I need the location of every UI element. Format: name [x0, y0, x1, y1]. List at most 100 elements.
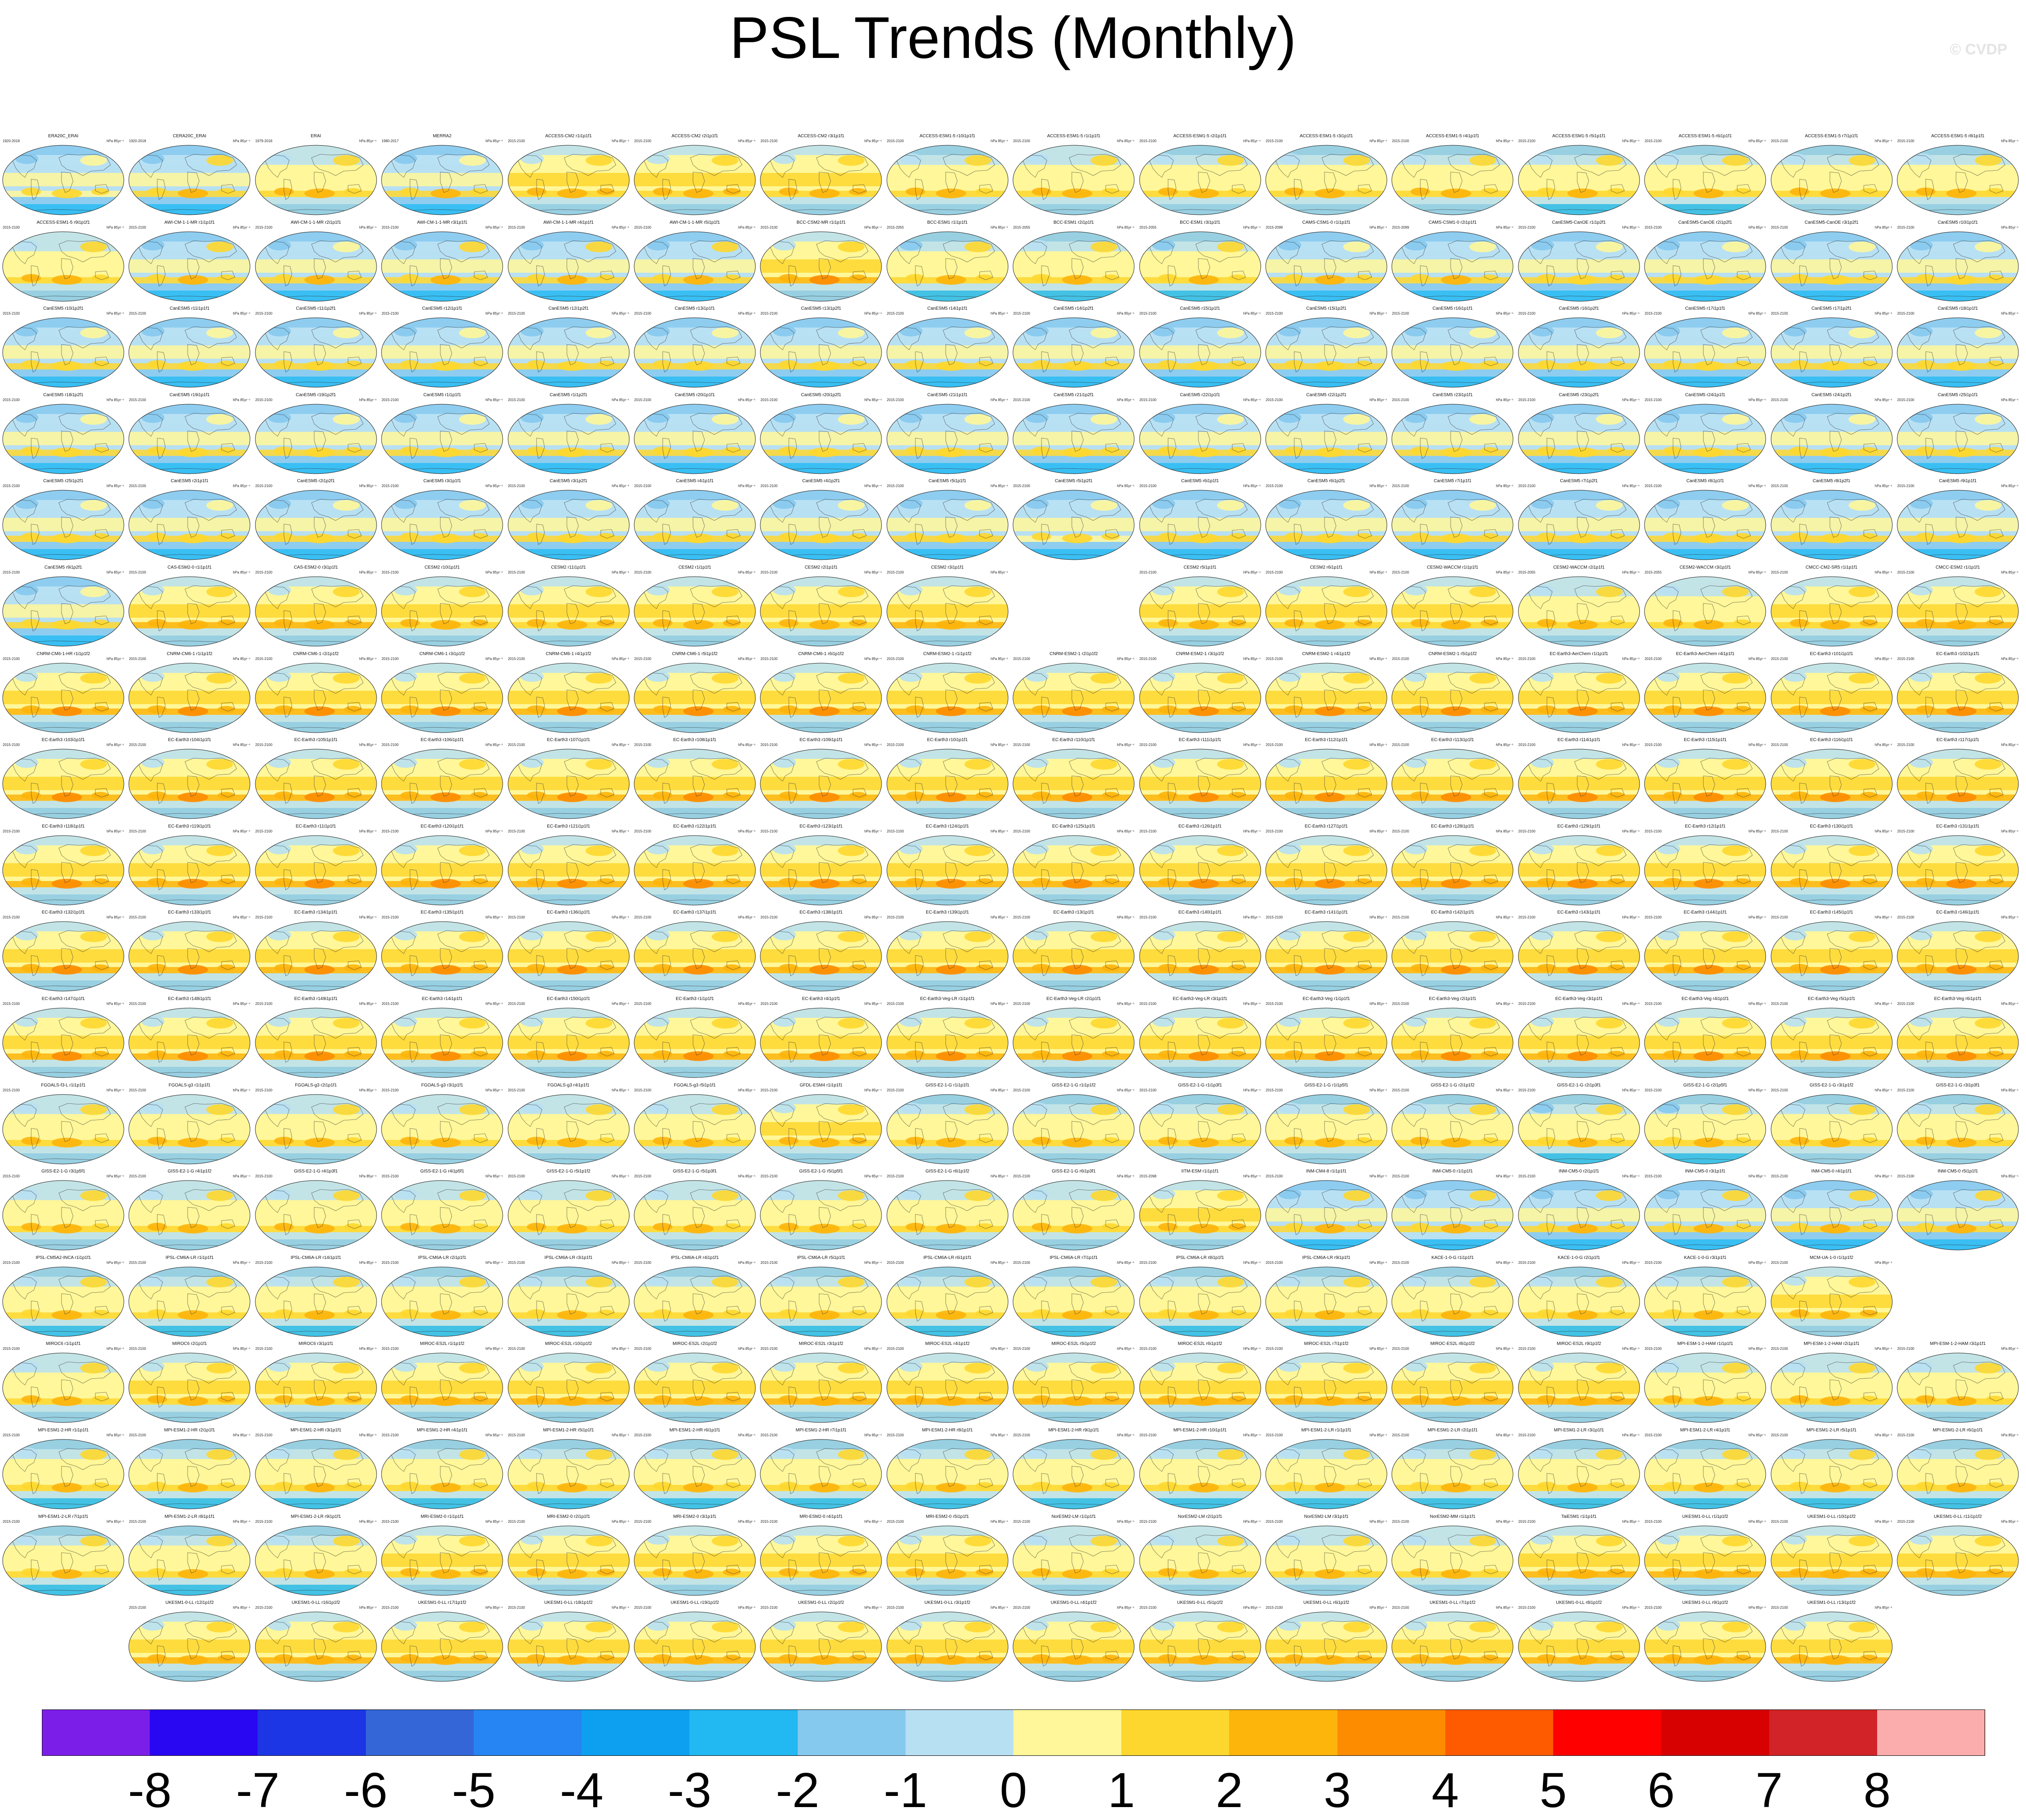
trend-band	[1645, 808, 1766, 819]
coastline	[1105, 357, 1120, 366]
map-panel: FGOALS-g3 r3i1p1f1 2015-2100 hPa 85yr⁻¹	[379, 1082, 505, 1170]
trend-band	[1392, 663, 1513, 673]
coastline	[138, 155, 163, 178]
map-panel-grid: ERA20C_ERAI 1920-2018 hPa 85yr⁻¹ CERA20C_ER…	[2, 133, 2019, 1682]
map-panel: EC-Earth3 r121i1p1f1 2015-2100 hPa 85yr⁻¹	[505, 823, 632, 911]
trend-cell	[304, 1137, 335, 1148]
map-plot	[1771, 404, 1893, 474]
coastline	[1827, 240, 1879, 262]
panel-title: MERRA2	[433, 134, 452, 139]
map-plot	[634, 404, 756, 474]
map-panel: EC-Earth3 r138i1p1f1 2015-2100 hPa 85yr⁻¹	[758, 909, 884, 997]
trend-cell	[431, 1137, 461, 1148]
trend-cell	[459, 241, 486, 252]
map-panel: CanESM5 r12i1p2f1 2015-2100 hPa 85yr⁻¹	[505, 305, 632, 394]
trend-cell	[1152, 1102, 1175, 1113]
trend-band	[760, 345, 882, 359]
trend-cell	[1441, 275, 1472, 285]
coastline	[816, 240, 869, 262]
trend-band	[3, 345, 124, 359]
trend-band	[886, 345, 1008, 359]
trend-band	[760, 173, 882, 186]
trend-cell	[52, 1224, 82, 1234]
trend-band	[760, 1239, 882, 1250]
panel-title: CAMS-CSM1-0 r1i1p1f1	[1302, 220, 1350, 225]
trend-cell	[1820, 792, 1850, 803]
map-panel: INM-CM5-0 r2i1p1f1 2015-2100 hPa 85yr⁻¹	[1516, 1168, 1642, 1256]
trend-band	[1645, 1153, 1766, 1164]
trend-cell	[394, 1102, 418, 1113]
trend-cell	[1694, 533, 1724, 544]
coastline	[314, 172, 326, 193]
trend-cell	[1783, 1016, 1807, 1027]
map-panel: BCC-ESM1 r2i1p1f1 2015-2055 hPa 85yr⁻¹	[1010, 219, 1137, 307]
trend-cell	[899, 843, 923, 854]
map-panel: EC-Earth3 r136i1p1f1 2015-2100 hPa 85yr⁻¹	[505, 909, 632, 997]
trend-cell	[557, 447, 587, 457]
trend-cell	[304, 1051, 335, 1061]
map-panel: CanESM5 r14i1p1f1 2015-2100 hPa 85yr⁻¹	[884, 305, 1011, 394]
map-outline	[1518, 145, 1640, 215]
trend-cell	[1441, 1137, 1472, 1148]
map-outline	[381, 317, 503, 388]
trend-cell	[217, 188, 236, 195]
trend-band	[3, 863, 124, 877]
map-panel: ACCESS-ESM1-5 r4i1p1f1 2015-2100 hPa 85yr⁻…	[1389, 133, 1516, 221]
map-panel: ACCESS-ESM1-5 r7i1p1f1 2015-2100 hPa 85yr⁻…	[1768, 133, 1895, 221]
panel-title: CanESM5 r15i1p1f1	[1180, 306, 1220, 312]
trend-band	[129, 463, 250, 474]
coastline	[1321, 240, 1374, 262]
panel-units: hPa 85yr⁻¹	[1370, 225, 1387, 230]
trend-cell	[1025, 1016, 1049, 1027]
trend-band	[1392, 721, 1513, 733]
trend-band	[1645, 690, 1766, 704]
coastline	[1149, 327, 1174, 350]
trend-cell	[15, 930, 38, 941]
trend-band	[1266, 145, 1387, 155]
coastline	[1577, 344, 1589, 365]
trend-band	[129, 518, 250, 532]
map-plot	[1644, 145, 1766, 215]
map-panel: EC-Earth3 r137i1p1f1 2015-2100 hPa 85yr⁻¹	[632, 909, 758, 997]
trend-band	[255, 1067, 377, 1078]
trend-band	[508, 145, 629, 155]
map-panel: EC-Earth3 r141i1p1f1 2015-2100 hPa 85yr⁻¹	[1263, 909, 1390, 997]
map-plot	[1391, 145, 1513, 215]
coastline	[662, 179, 671, 200]
trend-cell	[935, 706, 966, 716]
trend-cell	[431, 965, 461, 975]
panel-units: hPa 85yr⁻¹	[1622, 139, 1640, 143]
coastline	[662, 265, 671, 287]
trend-band	[255, 490, 377, 500]
trend-cell	[1530, 1102, 1554, 1113]
map-plot	[1391, 490, 1513, 560]
trend-band	[1518, 1036, 1640, 1049]
panel-title: BCC-ESM1 r3i1p1f1	[1180, 220, 1220, 225]
map-panel: EC-Earth3 r10i1p1f1 2015-2100 hPa 85yr⁻¹	[884, 737, 1011, 825]
trend-band	[1013, 721, 1135, 733]
map-panel: GISS-E2-1-G r4i1p5f1 2015-2100 hPa 85yr⁻¹	[379, 1168, 505, 1256]
map-panel: CESM2 r6i1p1f1 2015-2100 hPa 85yr⁻¹	[1263, 564, 1390, 652]
map-plot	[1518, 749, 1640, 819]
map-plot	[2, 749, 124, 819]
coastline	[95, 357, 109, 366]
trend-cell	[1062, 792, 1093, 803]
map-plot	[1139, 576, 1261, 647]
trend-band	[1013, 1008, 1135, 1018]
trend-cell	[838, 155, 865, 166]
trend-band	[634, 663, 755, 673]
trend-cell	[1315, 1051, 1345, 1061]
trend-band	[3, 231, 124, 242]
panel-units: hPa 85yr⁻¹	[485, 312, 503, 316]
trend-cell	[647, 239, 670, 250]
panel-title: CanESM5 r10i1p2f1	[43, 306, 84, 312]
trend-cell	[1694, 878, 1724, 889]
trend-band	[3, 1294, 124, 1308]
coastline	[1829, 344, 1842, 365]
map-plot	[634, 835, 756, 906]
trend-cell	[809, 1137, 840, 1148]
trend-cell	[849, 274, 867, 282]
trend-band	[255, 204, 377, 215]
trend-cell	[304, 620, 335, 630]
map-panel: ACCESS-ESM1-5 r6i1p1f1 2015-2100 hPa 85yr⁻…	[1642, 133, 1768, 221]
